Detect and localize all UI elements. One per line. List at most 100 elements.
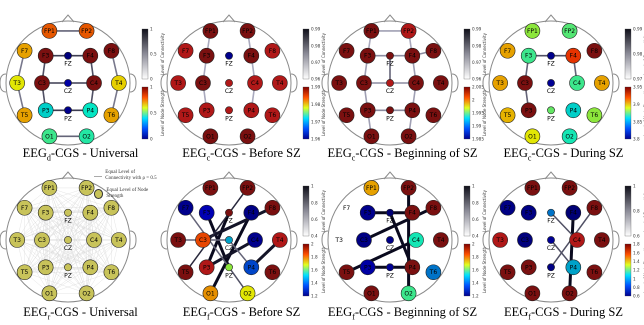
connectivity-edge — [17, 239, 69, 268]
electrode-node — [499, 107, 516, 124]
electrode-node — [9, 232, 25, 248]
electrode-label: F8 — [108, 48, 115, 55]
colorbar-tick-label: 1.4 — [633, 259, 640, 264]
left-ear — [321, 73, 329, 93]
connectivity-edge — [45, 239, 119, 268]
colorbar-tick-label: 0.6 — [633, 234, 640, 239]
node-strength-colorbar — [141, 86, 149, 140]
colorbar-tick-label: 3.8 — [633, 137, 640, 142]
electrode-node — [400, 128, 417, 145]
electrode-node — [520, 204, 537, 221]
electrode-label: F3 — [203, 210, 210, 217]
head-outline — [488, 177, 614, 303]
electrode-label: C3 — [38, 80, 46, 87]
connectivity-edge — [86, 187, 119, 241]
colorbar-tick-label: 1 — [150, 27, 153, 32]
electrode-node — [82, 204, 99, 221]
colorbar-tick-label: 0 — [150, 137, 153, 142]
electrode-node — [202, 180, 219, 196]
electrode-node — [594, 232, 610, 248]
head-outline — [5, 177, 131, 303]
electrode-label: F7 — [182, 48, 189, 55]
electrode-label: F3 — [525, 53, 532, 60]
electrode-node — [386, 263, 394, 272]
connectivity-edge — [67, 239, 112, 273]
colorbar-tick-label: 3.85 — [633, 119, 643, 124]
electrode-node — [64, 106, 72, 115]
electrode-label: FZ — [386, 218, 394, 225]
right-ear — [612, 73, 620, 93]
electrode-node — [103, 264, 120, 281]
electrode-label: P4 — [570, 107, 578, 114]
electrode-node — [499, 42, 516, 59]
scalp-panel: FP1 FP2 F7 F3 FZ F4 F8 T3 C3 CZ C4 T4 T5 P3 PZ P4 T6 O1 O2… — [482, 14, 644, 146]
caption-main: EEG — [327, 146, 352, 160]
electrode-label: F3 — [203, 53, 210, 60]
colorbar-tick-label: 0.5 — [150, 52, 157, 57]
electrode-label: FP2 — [403, 28, 414, 35]
left-ear — [0, 230, 7, 250]
connectivity-edge — [86, 239, 119, 294]
electrode-node — [547, 263, 555, 272]
electrode-label: FP2 — [564, 185, 575, 192]
connectivity-colorbar — [463, 28, 471, 80]
electrode-label: T3 — [12, 237, 21, 244]
electrode-node — [547, 51, 555, 60]
electrode-node — [561, 23, 578, 39]
connectivity-edge — [67, 239, 119, 268]
left-ear — [482, 230, 490, 250]
colorbar-tick-label: 0.98 — [633, 52, 643, 57]
electrode-node — [239, 180, 256, 196]
electrode-node — [569, 75, 585, 91]
electrode-label: O2 — [243, 290, 252, 297]
right-ear — [451, 230, 459, 250]
connectivity-edge — [17, 239, 50, 294]
colorbar-tick-label: 0.96 — [472, 77, 482, 82]
electrode-node — [198, 204, 215, 221]
electrode-node — [225, 106, 233, 115]
caption-main: EEG — [182, 146, 207, 160]
electrode-node — [16, 264, 33, 281]
colorbar-tick-label: 1 — [311, 184, 314, 189]
electrode-label: FP1 — [44, 185, 55, 192]
electrode-label: FZ — [225, 61, 233, 68]
electrode-node — [524, 128, 541, 145]
electrode-node — [386, 106, 394, 115]
colorbar-tick-label: 1.8 — [472, 255, 479, 260]
electrode-label: CZ — [386, 245, 394, 252]
head-outline — [327, 20, 453, 146]
colorbar-tick-label: 1.985 — [472, 137, 484, 142]
electrode-node — [16, 107, 33, 124]
connectivity-edge — [45, 187, 87, 213]
electrode-label: F3 — [42, 53, 49, 60]
electrode-node — [356, 75, 372, 91]
electrode-label: F8 — [269, 205, 276, 212]
connectivity-edge — [184, 187, 249, 273]
electrode-label: PZ — [64, 115, 72, 122]
electrode-node — [400, 180, 417, 196]
connectivity-edge — [24, 187, 87, 208]
electrode-node — [41, 180, 58, 196]
electrode-node — [78, 128, 95, 145]
electrode-node — [359, 259, 376, 276]
electrode-node — [243, 47, 260, 64]
electrode-label: F3 — [525, 210, 532, 217]
node-strength-colorbar — [302, 86, 310, 140]
electrode-node — [64, 79, 72, 87]
electrode-node — [82, 102, 99, 119]
electrode-label: F4 — [87, 210, 94, 217]
connectivity-edge — [49, 187, 91, 268]
connectivity-edge — [86, 212, 91, 294]
electrode-label: O1 — [367, 133, 376, 140]
node-strength-colorbar — [463, 243, 471, 297]
connectivity-edge — [45, 187, 50, 268]
colorbar-tick-label: 0.97 — [472, 60, 482, 65]
electrode-label: FP1 — [527, 28, 538, 35]
electrode-label: P3 — [525, 264, 533, 271]
colorbar-tick-label: 1 — [633, 184, 636, 189]
electrode-label: CZ — [386, 88, 394, 95]
electrode-label: O2 — [243, 133, 252, 140]
electrode-label: P3 — [364, 264, 372, 271]
electrode-label: P4 — [570, 264, 578, 271]
electrode-label: FZ — [547, 61, 555, 68]
